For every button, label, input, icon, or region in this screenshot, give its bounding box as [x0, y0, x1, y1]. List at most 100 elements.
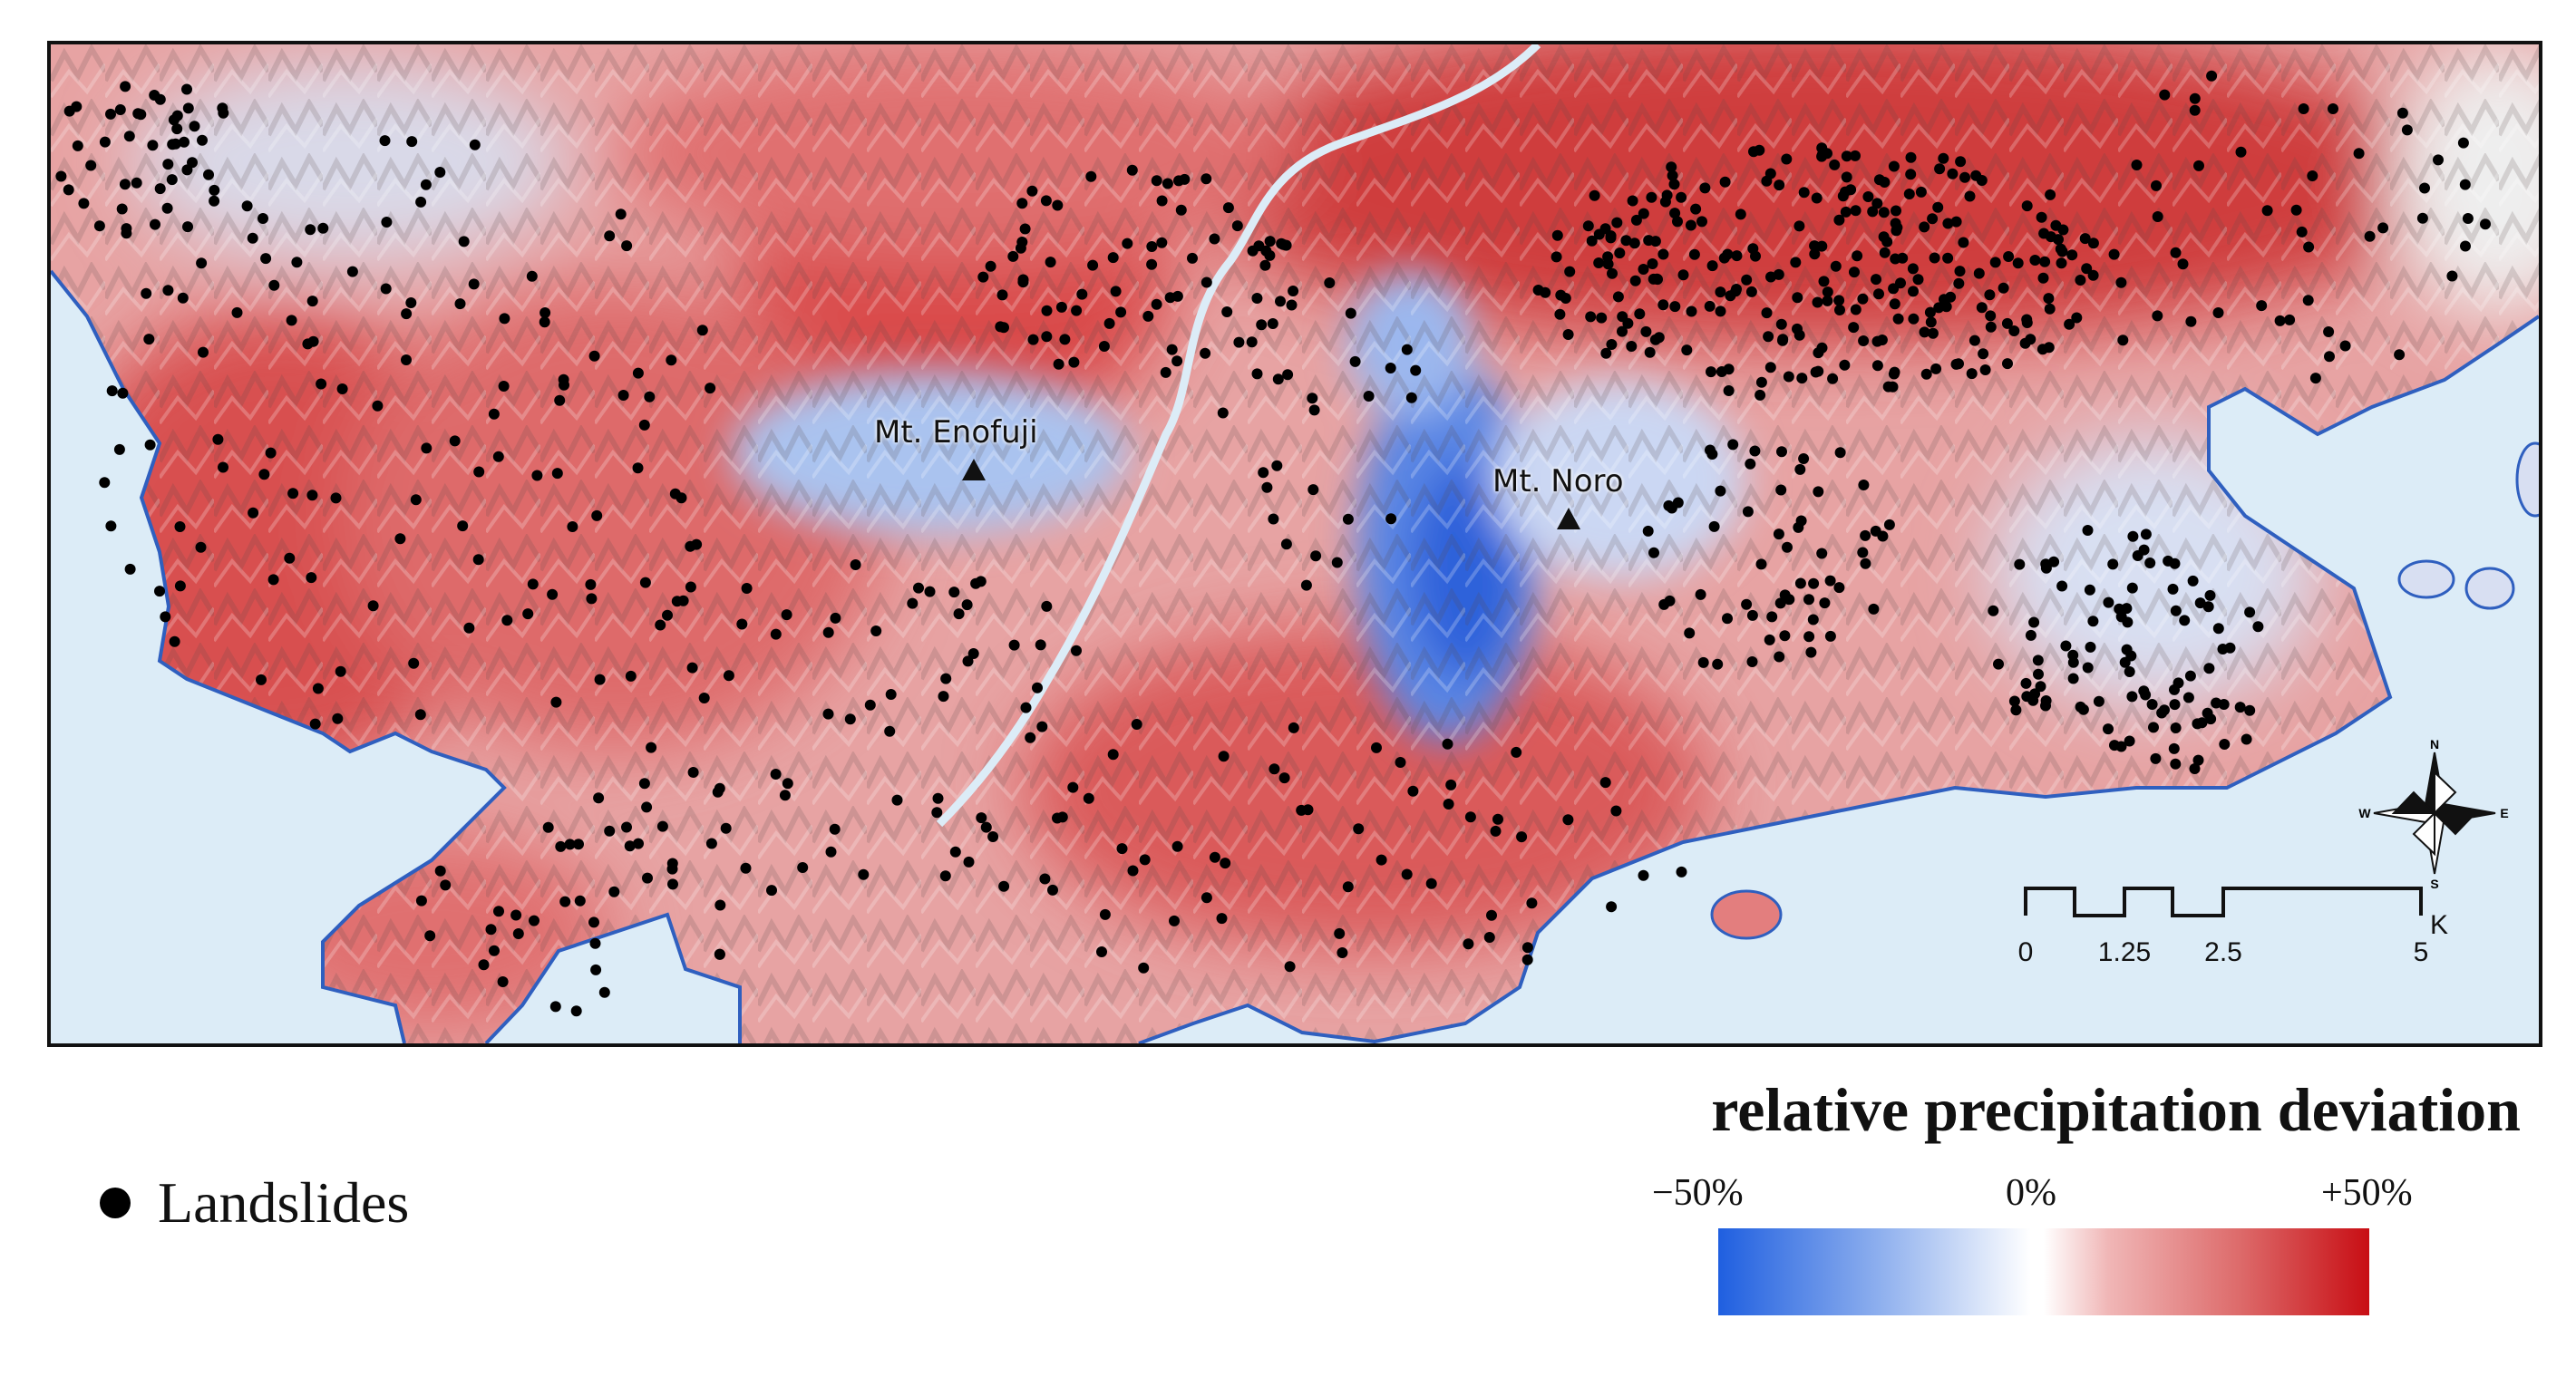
- landslide-point: [1139, 854, 1151, 866]
- landslide-point: [154, 183, 166, 195]
- landslide-point: [1774, 179, 1785, 191]
- landslide-point: [667, 878, 678, 890]
- landslide-point: [1784, 594, 1795, 606]
- landslide-point: [781, 609, 792, 621]
- compass-s: S: [2430, 877, 2438, 890]
- landslide-point: [421, 442, 433, 454]
- landslide-point: [1200, 347, 1211, 359]
- landslide-point: [2045, 189, 2056, 200]
- landslide-point: [1593, 228, 1605, 240]
- landslide-point: [574, 895, 586, 907]
- landslide-point: [1642, 525, 1654, 537]
- landslide-point: [1839, 359, 1851, 371]
- landslide-point: [2060, 640, 2072, 652]
- landslide-point: [1719, 176, 1731, 188]
- landslide-point: [1521, 954, 1533, 965]
- landslide-point: [858, 868, 870, 880]
- landslide-point: [2196, 717, 2208, 729]
- landslide-point: [1924, 306, 1936, 318]
- landslide-point: [931, 807, 943, 819]
- landslide-point: [2241, 733, 2252, 745]
- landslide-point: [408, 657, 420, 669]
- landslide-point: [2103, 596, 2114, 608]
- landslide-point: [662, 609, 673, 621]
- landslide-point: [632, 367, 644, 379]
- landslide-point: [531, 470, 543, 481]
- landslide-point: [2029, 255, 2041, 266]
- landslide-point: [1405, 392, 1417, 403]
- landslide-point: [1666, 161, 1677, 173]
- landslide-point: [1764, 168, 1776, 179]
- landslide-point: [1363, 391, 1375, 402]
- landslide-point: [209, 184, 220, 196]
- landslide-point: [1401, 344, 1413, 355]
- landslide-point: [2234, 702, 2246, 713]
- landslide-point: [493, 906, 504, 917]
- landslide-point: [1052, 812, 1063, 824]
- landslide-point: [1706, 366, 1716, 378]
- landslide-point: [2170, 758, 2182, 770]
- landslide-point: [2103, 723, 2114, 735]
- landslide-point: [2039, 256, 2051, 267]
- landslide-point: [1723, 385, 1735, 396]
- landslide-point: [1651, 273, 1663, 285]
- landslide-point: [380, 283, 392, 295]
- landslide-point: [2066, 249, 2078, 261]
- landslide-point: [2033, 668, 2044, 680]
- landslide-point: [782, 778, 793, 790]
- landslide-point: [1233, 336, 1245, 348]
- landslide-point: [2115, 276, 2127, 288]
- landslide-point: [434, 167, 446, 178]
- landslide-point: [2075, 275, 2086, 286]
- landslide-point: [1614, 247, 1626, 259]
- landslide-point: [1039, 873, 1051, 885]
- landslide-point: [1173, 175, 1184, 187]
- landslide-point: [987, 831, 999, 842]
- landslide-point: [1953, 277, 1965, 289]
- landslide-point: [1278, 772, 1290, 784]
- landslide-point: [2008, 695, 2020, 707]
- landslide-point: [189, 121, 200, 132]
- landslide-point: [1171, 840, 1183, 852]
- landslide-point: [907, 597, 919, 609]
- landslide-point: [686, 662, 698, 674]
- landslide-point: [105, 520, 117, 532]
- landslide-point: [1681, 344, 1693, 356]
- landslide-point: [2202, 601, 2214, 613]
- landslide-point: [2457, 137, 2469, 149]
- landslide-point: [1841, 150, 1852, 162]
- landslide-point: [1445, 779, 1457, 790]
- landslide-point: [106, 385, 118, 397]
- landslide-point: [2187, 575, 2199, 587]
- landslide-point: [2020, 677, 2032, 689]
- landslide-point: [529, 915, 540, 926]
- landslide-point: [306, 296, 318, 307]
- landslide-point: [2087, 238, 2099, 249]
- landslide-point: [1032, 682, 1043, 693]
- landslide-point: [884, 725, 896, 737]
- landslide-point: [1267, 318, 1278, 329]
- landslide-point: [559, 896, 571, 907]
- landslide-point: [2205, 713, 2217, 725]
- landslide-point: [1813, 365, 1824, 377]
- landslide-point: [1822, 286, 1833, 298]
- landslide-point: [625, 670, 637, 682]
- landslide-point: [822, 708, 834, 720]
- landslide-point: [1741, 598, 1753, 610]
- colorbar-gradient: [1718, 1228, 2369, 1315]
- landslide-point: [2302, 295, 2314, 306]
- landslide-point: [1127, 865, 1139, 877]
- landslide-point: [2462, 213, 2474, 224]
- landslide-point: [1071, 305, 1083, 316]
- landslide-point: [1551, 229, 1563, 241]
- landslide-point: [1672, 497, 1684, 509]
- landslide-point: [510, 909, 522, 921]
- landslide-point: [1607, 267, 1618, 279]
- landslide-point: [1850, 150, 1861, 161]
- landslide-point: [309, 718, 321, 730]
- landslide-point: [1878, 207, 1890, 218]
- landslide-point: [1755, 389, 1766, 401]
- landslide-point: [559, 379, 569, 391]
- landslide-point: [1888, 368, 1900, 380]
- landslide-point: [547, 588, 559, 600]
